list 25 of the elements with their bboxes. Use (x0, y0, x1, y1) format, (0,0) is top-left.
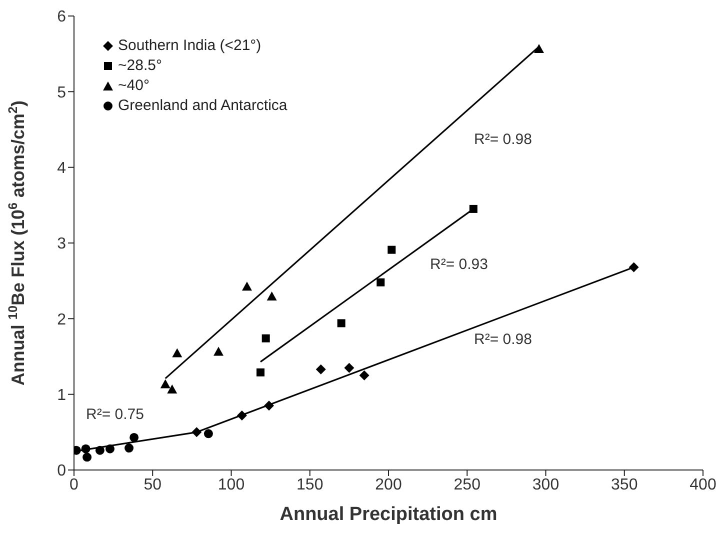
x-tick-label: 0 (70, 476, 79, 494)
y-tick-label: 6 (57, 8, 66, 26)
x-tick-label: 400 (690, 476, 716, 494)
x-tick-label: 350 (611, 476, 638, 494)
y-tick-label: 3 (57, 236, 66, 253)
x-axis-title: Annual Precipitation cm (280, 504, 498, 525)
y-tick-label: 4 (57, 160, 66, 178)
x-tick-label: 300 (532, 476, 560, 494)
annotation: R²= 0.93 (430, 256, 488, 273)
x-tick-label: 100 (218, 476, 245, 494)
y-tick-label: 5 (57, 84, 66, 102)
x-tick-label: 50 (144, 476, 162, 494)
legend-label: Greenland and Antarctica (118, 96, 288, 116)
annotation: R²= 0.98 (474, 131, 532, 148)
annotation: R²= 0.75 (86, 406, 144, 423)
x-tick-label: 250 (454, 476, 481, 494)
legend-label: ~40° (118, 76, 150, 96)
legend-label: ~28.5° (118, 56, 162, 76)
legend-label: Southern India (<21°) (118, 36, 262, 56)
y-tick-label: 1 (57, 387, 66, 404)
annotation: R²= 0.98 (474, 331, 532, 348)
x-tick-label: 150 (296, 476, 324, 494)
y-tick-label: 2 (57, 311, 66, 328)
y-tick-label: 0 (57, 462, 66, 480)
x-tick-label: 200 (375, 476, 402, 494)
